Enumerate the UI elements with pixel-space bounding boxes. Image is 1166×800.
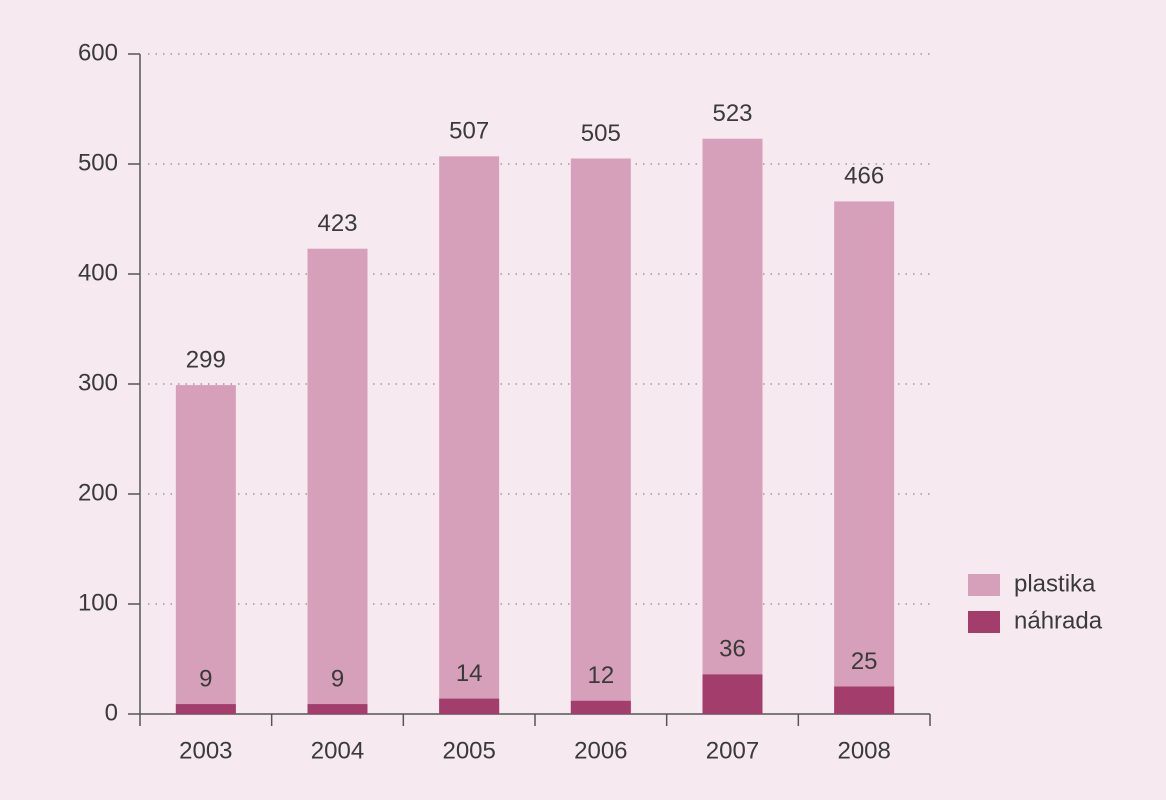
bar (307, 248, 368, 714)
x-tick-label: 2008 (837, 737, 890, 764)
value-label: 523 (712, 100, 752, 127)
bar (702, 138, 763, 714)
x-tick-label: 2004 (311, 737, 364, 764)
bar (439, 156, 500, 715)
value-label: 466 (844, 163, 884, 190)
bar (570, 700, 631, 714)
y-tick-label: 0 (105, 699, 118, 726)
x-tick-label: 2006 (574, 737, 627, 764)
value-label: 12 (587, 662, 614, 689)
x-tick-label: 2005 (442, 737, 495, 764)
legend-swatch (968, 574, 1000, 596)
value-label: 299 (186, 346, 226, 373)
y-tick-label: 400 (78, 259, 118, 286)
legend-swatch (968, 611, 1000, 633)
value-label: 423 (317, 210, 357, 237)
bar (702, 674, 763, 714)
bar (570, 158, 631, 714)
value-label: 36 (719, 636, 746, 663)
y-tick-label: 500 (78, 149, 118, 176)
legend-label: plastika (1014, 570, 1096, 597)
bar (439, 698, 500, 714)
value-label: 14 (456, 660, 483, 687)
bar (834, 201, 895, 714)
y-tick-label: 600 (78, 39, 118, 66)
x-tick-label: 2007 (706, 737, 759, 764)
value-label: 9 (331, 665, 344, 692)
legend-label: náhrada (1014, 607, 1103, 634)
bar (175, 385, 236, 714)
value-label: 9 (199, 665, 212, 692)
y-tick-label: 100 (78, 589, 118, 616)
value-label: 25 (851, 648, 878, 675)
bar (834, 686, 895, 714)
value-label: 505 (581, 120, 621, 147)
bar (307, 704, 368, 714)
x-tick-label: 2003 (179, 737, 232, 764)
y-tick-label: 300 (78, 369, 118, 396)
y-tick-label: 200 (78, 479, 118, 506)
bar (175, 704, 236, 714)
value-label: 507 (449, 118, 489, 145)
